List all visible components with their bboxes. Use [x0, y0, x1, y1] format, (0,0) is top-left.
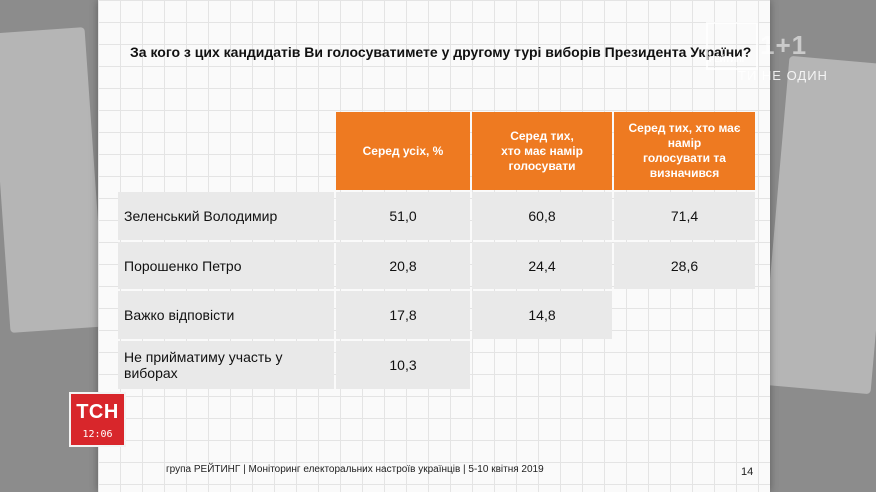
column-header-decided: Серед тих, хто має намір голосувати та в… — [614, 112, 755, 190]
column-header-all: Серед усіх, % — [336, 112, 470, 190]
broadcast-time: 12:06 — [82, 429, 113, 440]
row-label: Не прийматиму участь у виборах — [118, 341, 334, 389]
slide-footer: група РЕЙТИНГ | Моніторинг електоральних… — [166, 464, 544, 475]
tsn-logo: ТСН 12:06 — [69, 392, 126, 447]
rating-watermark-text: РЕЙТИНГ — [709, 55, 747, 64]
table-cell: 24,4 — [472, 242, 612, 289]
rating-watermark-box — [706, 22, 758, 70]
table-cell: 51,0 — [336, 192, 470, 240]
page-number: 14 — [741, 466, 754, 478]
table-cell: 20,8 — [336, 242, 470, 289]
table-cell: 60,8 — [472, 192, 612, 240]
row-label: Зеленський Володимир — [118, 192, 334, 240]
slide-title: За кого з цих кандидатів Ви голосуватиме… — [130, 44, 752, 60]
channel-slogan: ТИ НЕ ОДИН — [738, 68, 828, 83]
background-paper — [0, 27, 106, 333]
table-cell: 71,4 — [614, 192, 755, 240]
table-cell: 10,3 — [336, 341, 470, 389]
tsn-logo-text: ТСН — [76, 401, 119, 423]
table-cell: 17,8 — [336, 291, 470, 339]
column-header-intend: Серед тих, хто має намір голосувати — [472, 112, 612, 190]
background-paper — [760, 55, 876, 395]
row-label: Важко відповісти — [118, 291, 334, 339]
table-cell: 28,6 — [614, 242, 755, 289]
channel-logo-watermark: 1+1 — [760, 30, 808, 60]
table-cell: 14,8 — [472, 291, 612, 339]
row-label: Порошенко Петро — [118, 242, 334, 289]
